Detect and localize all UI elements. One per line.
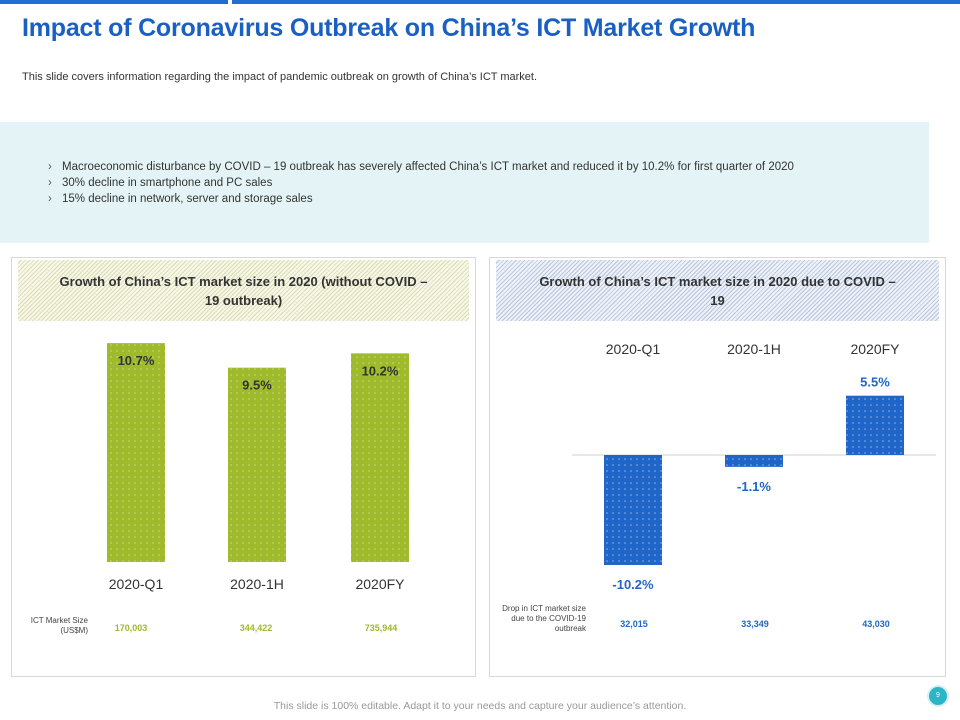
chart-panel-due-to-covid: Growth of China’s ICT market size in 202… [489,257,946,677]
row-value: 735,944 [364,623,398,633]
slide-title: Impact of Coronavirus Outbreak on China’… [22,14,756,42]
data-label: 9.5% [242,378,272,393]
chevron-right-icon: › [48,193,52,205]
chevron-right-icon: › [48,161,52,173]
chevron-right-icon: › [48,177,52,189]
bar [604,455,662,565]
bar [351,353,409,562]
bullet-list: › Macroeconomic disturbance by COVID – 19… [48,159,794,207]
row-value: 170,003 [114,623,148,633]
row-label: ICT Market Size (US$M) [30,616,88,635]
bar [725,455,783,467]
data-label: -10.2% [612,577,654,592]
row-value: 32,015 [620,619,648,629]
bullet-text: 15% decline in network, server and stora… [62,193,313,205]
bar [228,367,286,562]
x-tick-label: 2020FY [850,341,900,357]
panel-heading: Growth of China’s ICT market size in 202… [496,260,939,321]
chart-panel-without-covid: Growth of China’s ICT market size in 202… [11,257,476,677]
row-value: 43,030 [862,619,890,629]
bullet-item: › 30% decline in smartphone and PC sales [48,175,794,191]
bullet-item: › 15% decline in network, server and stor… [48,191,794,207]
row-value: 33,349 [741,619,769,629]
panel-heading: Growth of China’s ICT market size in 202… [18,260,469,321]
info-box: › Macroeconomic disturbance by COVID – 19… [0,122,929,243]
data-label: -1.1% [737,479,771,494]
data-label: 10.2% [362,363,399,378]
bullet-text: Macroeconomic disturbance by COVID – 19 … [62,161,794,173]
footer-note: This slide is 100% editable. Adapt it to… [273,700,687,712]
bullet-item: › Macroeconomic disturbance by COVID – 19… [48,159,794,175]
bullet-text: 30% decline in smartphone and PC sales [62,177,273,189]
slide-subtitle: This slide covers information regarding … [22,71,538,83]
x-tick-label: 2020-Q1 [109,576,164,592]
x-tick-label: 2020FY [355,576,405,592]
bar-chart-due-to-covid: -10.2% 2020-Q1 -1.1% 2020-1H 5.5% 2020FY [572,341,936,592]
page-number-badge: 9 [929,687,947,705]
top-accent-bar-left [0,0,228,4]
bar [846,395,904,455]
data-label: 5.5% [860,375,890,390]
row-label: Drop in ICT market size due to the COVID… [502,604,586,633]
row-value: 344,422 [239,623,273,633]
data-label: 10.7% [118,353,155,368]
bar [107,343,165,562]
x-tick-label: 2020-1H [727,341,781,357]
top-accent-bar-right [232,0,960,4]
bar-chart-without-covid: 10.7% 2020-Q1 9.5% 2020-1H 10.2% 2020FY [107,343,409,592]
x-tick-label: 2020-1H [230,576,284,592]
x-tick-label: 2020-Q1 [606,341,661,357]
